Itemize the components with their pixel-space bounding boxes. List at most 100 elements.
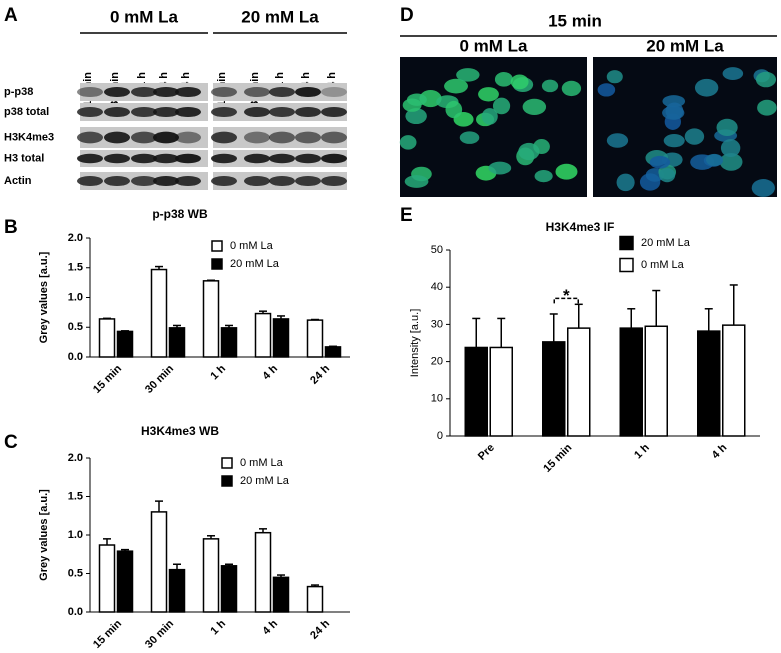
y-tick-label: 40	[431, 281, 443, 293]
panel-label: B	[4, 217, 18, 238]
nucleus	[606, 133, 629, 148]
x-tick-label: 4 h	[260, 618, 280, 638]
nucleus	[481, 108, 498, 125]
blot-band	[321, 86, 347, 98]
panel-label: A	[4, 5, 18, 26]
y-tick-label: 1.5	[68, 262, 83, 274]
blot-band	[175, 106, 201, 118]
legend-label: 20 mM La	[240, 475, 290, 487]
bar	[567, 327, 591, 437]
row-label: p38 total	[4, 106, 49, 118]
micrograph-title: 15 min	[548, 11, 602, 30]
x-tick-label: 30 min	[143, 363, 176, 396]
blot-band	[175, 86, 201, 98]
x-tick-label: 15 min	[91, 363, 124, 396]
bar	[116, 550, 134, 613]
bar	[619, 327, 643, 437]
significance-bracket	[553, 297, 579, 304]
nucleus	[719, 153, 743, 171]
blot-band	[131, 86, 157, 98]
bar	[644, 325, 668, 437]
bar	[150, 268, 168, 358]
nucleus	[662, 106, 685, 120]
annotation: *	[563, 286, 570, 305]
blot-band	[269, 106, 295, 118]
blot-band	[295, 175, 321, 187]
blot-band	[77, 86, 103, 98]
blot-band	[77, 153, 103, 164]
nucleus	[684, 128, 705, 145]
blot-band	[104, 131, 130, 144]
blot-band	[321, 131, 347, 144]
blot-band	[77, 131, 103, 144]
blot-band	[153, 175, 179, 187]
nucleus	[751, 179, 775, 197]
x-tick-label: 4 h	[710, 442, 730, 462]
nucleus	[456, 68, 480, 82]
legend-swatch	[211, 258, 223, 270]
row-label: p-p38	[4, 86, 33, 98]
nucleus	[405, 108, 427, 125]
chart-title: H3K4me3 IF	[546, 220, 615, 234]
nucleus	[404, 175, 429, 188]
panel-label: D	[400, 5, 414, 26]
blot-band	[153, 86, 179, 98]
y-tick-label: 30	[431, 318, 443, 330]
bar	[464, 346, 488, 437]
bar	[116, 330, 134, 358]
blot-band	[244, 86, 270, 98]
x-tick-label: 30 min	[143, 618, 176, 651]
blot-band	[153, 106, 179, 118]
blot-band	[211, 106, 237, 118]
nucleus	[522, 98, 547, 116]
y-tick-label: 2.0	[68, 232, 83, 244]
blot-band	[153, 153, 179, 164]
bar	[168, 568, 186, 613]
blot-band	[211, 175, 237, 187]
blot-band	[211, 131, 237, 144]
blot-band	[244, 131, 270, 144]
micrograph-group: 20 mM La	[646, 36, 724, 55]
y-tick-label: 2.0	[68, 452, 83, 464]
bar	[254, 312, 272, 358]
blot-band	[104, 86, 130, 98]
nucleus	[597, 83, 616, 97]
nucleus	[649, 155, 671, 169]
legend-swatch	[619, 257, 634, 273]
nucleus	[510, 74, 529, 90]
nucleus	[459, 131, 480, 144]
x-tick-label: 4 h	[260, 363, 280, 383]
legend-swatch	[221, 457, 233, 469]
bar	[202, 280, 220, 358]
blot-band	[269, 86, 295, 98]
legend-swatch	[221, 475, 233, 487]
y-axis-label: Intensity [a.u.]	[409, 309, 421, 377]
nucleus	[518, 142, 540, 161]
blot-band	[244, 175, 270, 187]
blot-band	[175, 131, 201, 144]
blot-band	[295, 86, 321, 98]
bar	[98, 318, 116, 358]
micrograph-group: 0 mM La	[459, 36, 528, 55]
y-axis-label: Grey values [a.u.]	[38, 251, 50, 343]
nucleus	[478, 87, 499, 102]
nucleus	[555, 163, 578, 180]
nucleus	[663, 134, 685, 148]
y-tick-label: 0.0	[68, 351, 83, 363]
y-tick-label: 0	[437, 430, 443, 442]
bar	[254, 531, 272, 613]
nucleus	[494, 71, 513, 87]
group-label: 20 mM La	[241, 7, 319, 26]
nucleus	[399, 135, 417, 150]
bar	[220, 565, 238, 613]
blot-band	[295, 131, 321, 144]
nucleus	[444, 78, 468, 94]
x-tick-label: 15 min	[91, 618, 124, 651]
blot-band	[104, 153, 130, 164]
x-tick-label: 24 h	[308, 617, 332, 641]
x-tick-label: 1 h	[208, 618, 228, 638]
x-tick-label: 15 min	[541, 442, 574, 475]
blot-band	[131, 106, 157, 118]
nucleus	[659, 168, 676, 183]
